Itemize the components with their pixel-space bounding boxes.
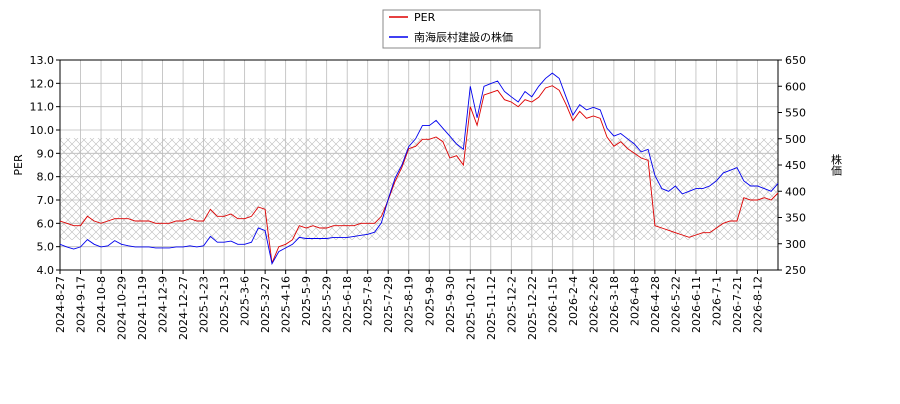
x-tick-label: 2025-5-29 — [321, 276, 334, 333]
x-tick-label: 2025-12-2 — [505, 276, 518, 333]
y2-tick-label: 300 — [785, 238, 806, 251]
x-tick-label: 2026-3-18 — [608, 276, 621, 333]
y-tick-label: 7.0 — [37, 194, 55, 207]
x-tick-label: 2025-6-18 — [341, 276, 354, 333]
y2-tick-label: 400 — [785, 185, 806, 198]
x-tick-label: 2024-10-8 — [95, 276, 108, 333]
legend-label: 南海辰村建設の株価 — [414, 30, 513, 44]
y2-tick-label: 550 — [785, 107, 806, 120]
x-tick-label: 2024-8-27 — [54, 276, 67, 333]
y2-tick-label: 450 — [785, 159, 806, 172]
x-tick-label: 2026-5-22 — [669, 276, 682, 333]
y-tick-label: 5.0 — [37, 241, 55, 254]
x-tick-label: 2026-2-26 — [587, 276, 600, 333]
x-tick-label: 2025-10-21 — [464, 276, 477, 340]
y2-axis-label: 株価 — [830, 153, 843, 176]
x-tick-label: 2025-3-27 — [259, 276, 272, 333]
y-tick-label: 6.0 — [37, 217, 55, 230]
x-tick-label: 2025-8-19 — [403, 276, 416, 333]
y-tick-label: 8.0 — [37, 171, 55, 184]
x-tick-label: 2026-8-12 — [751, 276, 764, 333]
x-tick-label: 2025-12-22 — [526, 276, 539, 340]
y2-tick-label: 500 — [785, 133, 806, 146]
x-tick-label: 2025-9-8 — [423, 276, 436, 326]
x-tick-label: 2025-3-6 — [239, 276, 252, 326]
y-tick-label: 13.0 — [30, 54, 55, 67]
x-tick-label: 2025-9-30 — [444, 276, 457, 333]
x-tick-label: 2024-9-17 — [75, 276, 88, 333]
plot-frame — [59, 59, 779, 271]
y2-tick-label: 600 — [785, 80, 806, 93]
y2-tick-label: 650 — [785, 54, 806, 67]
y2-tick-label: 350 — [785, 212, 806, 225]
x-tick-label: 2024-11-19 — [136, 276, 149, 340]
x-tick-label: 2026-1-15 — [546, 276, 559, 333]
y-axis-label: PER — [12, 154, 25, 176]
x-tick-label: 2026-2-4 — [567, 276, 580, 326]
x-tick-label: 2024-12-27 — [177, 276, 190, 340]
y2-tick-label: 250 — [785, 264, 806, 277]
x-tick-label: 2025-2-13 — [218, 276, 231, 333]
x-tick-label: 2025-5-9 — [300, 276, 313, 326]
x-tick-label: 2025-1-23 — [198, 276, 211, 333]
series-line — [59, 85, 779, 265]
legend-box — [382, 9, 541, 49]
y-tick-label: 12.0 — [30, 77, 55, 90]
series-line — [59, 72, 779, 265]
legend-label: PER — [414, 11, 436, 24]
x-tick-label: 2026-7-1 — [710, 276, 723, 326]
x-tick-label: 2025-4-16 — [280, 276, 293, 333]
y-tick-label: 11.0 — [30, 101, 55, 114]
x-tick-label: 2025-11-12 — [485, 276, 498, 340]
x-tick-label: 2026-4-8 — [628, 276, 641, 326]
x-tick-label: 2024-10-29 — [116, 276, 129, 340]
y-tick-label: 9.0 — [37, 147, 55, 160]
x-tick-label: 2026-4-28 — [649, 276, 662, 333]
y-tick-label: 4.0 — [37, 264, 55, 277]
x-tick-label: 2026-6-11 — [690, 276, 703, 333]
y-tick-label: 10.0 — [30, 124, 55, 137]
x-tick-label: 2026-7-21 — [731, 276, 744, 333]
x-tick-label: 2025-7-29 — [382, 276, 395, 333]
x-tick-label: 2025-7-8 — [362, 276, 375, 326]
x-tick-label: 2024-12-9 — [157, 276, 170, 333]
